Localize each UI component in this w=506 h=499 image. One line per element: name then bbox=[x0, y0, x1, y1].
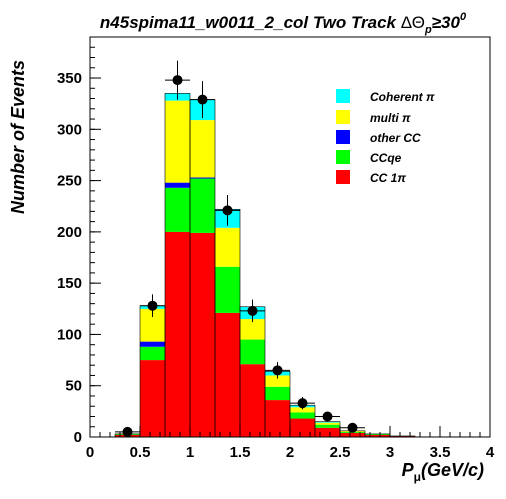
bar-segment bbox=[265, 400, 290, 437]
legend-label: multi π bbox=[370, 111, 411, 125]
marker bbox=[122, 426, 133, 437]
legend-label: other CC bbox=[370, 131, 421, 145]
bar-segment bbox=[290, 412, 315, 419]
bar-segment bbox=[165, 182, 190, 188]
legend-label: CC 1π bbox=[370, 171, 406, 185]
bar-segment bbox=[240, 364, 265, 437]
x-axis-label: Pμ(GeV/c) bbox=[402, 460, 484, 484]
marker bbox=[147, 300, 158, 311]
bar-segment bbox=[215, 227, 240, 267]
bar-segment bbox=[365, 433, 390, 435]
y-tick-label: 50 bbox=[65, 378, 82, 395]
marker bbox=[297, 398, 308, 409]
bar-segment bbox=[190, 120, 215, 178]
data-point bbox=[215, 194, 240, 226]
bar-segment bbox=[290, 418, 315, 437]
bar-segment bbox=[265, 386, 290, 401]
bar-segment bbox=[215, 312, 240, 437]
data-point bbox=[290, 397, 315, 410]
y-tick-label: 350 bbox=[57, 70, 82, 87]
y-axis-ticks: 0 50 100 150 200 250 300 350 bbox=[57, 36, 101, 446]
bar-segment bbox=[165, 100, 190, 183]
bar-segment bbox=[140, 341, 165, 347]
chart-title: n45spima11_w0011_2_col Two Track ΔΘp≥300 bbox=[100, 11, 467, 36]
x-tick-label: 3.5 bbox=[430, 444, 451, 461]
x-tick-label: 3 bbox=[386, 444, 394, 461]
legend-swatch bbox=[336, 110, 350, 124]
legend-entry-coherent-pi: Coherent π bbox=[336, 89, 435, 104]
bar-segment bbox=[240, 339, 265, 365]
bar-segment bbox=[390, 435, 415, 437]
legend-swatch bbox=[336, 170, 350, 184]
marker bbox=[222, 205, 233, 216]
bar-segment bbox=[140, 346, 165, 361]
x-tick-label: 1 bbox=[186, 444, 194, 461]
data-point bbox=[340, 422, 365, 433]
legend-swatch bbox=[336, 130, 350, 144]
legend: Coherent π multi π other CC CCqe CC 1π bbox=[336, 89, 435, 185]
x-tick-label: 2.5 bbox=[330, 444, 351, 461]
bar-segment bbox=[240, 319, 265, 340]
x-tick-label: 0 bbox=[86, 444, 94, 461]
bar-segment bbox=[190, 232, 215, 437]
marker bbox=[247, 305, 258, 316]
y-tick-label: 200 bbox=[57, 224, 82, 241]
bar-segment bbox=[215, 266, 240, 313]
x-tick-label: 4 bbox=[486, 444, 495, 461]
bar-segment bbox=[365, 434, 390, 437]
legend-swatch bbox=[336, 150, 350, 164]
marker bbox=[197, 94, 208, 105]
data-point bbox=[240, 299, 265, 323]
bar-segment bbox=[165, 187, 190, 232]
data-point bbox=[190, 81, 215, 119]
bar-segment bbox=[290, 407, 315, 413]
x-tick-label: 0.5 bbox=[130, 444, 151, 461]
legend-entry-cc-1pi: CC 1π bbox=[336, 170, 406, 185]
data-point bbox=[315, 411, 340, 422]
legend-label: Coherent π bbox=[370, 90, 435, 104]
y-tick-label: 250 bbox=[57, 173, 82, 190]
bar-segment bbox=[140, 360, 165, 437]
marker bbox=[322, 411, 333, 422]
y-tick-label: 0 bbox=[74, 429, 82, 446]
legend-entry-multi-pi: multi π bbox=[336, 110, 411, 125]
x-tick-label: 1.5 bbox=[230, 444, 251, 461]
data-point bbox=[140, 294, 165, 317]
legend-swatch bbox=[336, 89, 350, 103]
bar-segment bbox=[315, 421, 340, 423]
x-tick-label: 2 bbox=[286, 444, 294, 461]
data-point bbox=[265, 362, 290, 379]
bar-segment bbox=[190, 177, 215, 179]
marker bbox=[272, 365, 283, 376]
data-points bbox=[115, 60, 365, 437]
bar-segment bbox=[265, 375, 290, 387]
bar-segment bbox=[190, 178, 215, 233]
y-tick-label: 150 bbox=[57, 275, 82, 292]
y-tick-label: 300 bbox=[57, 121, 82, 138]
y-axis-label: Number of Events bbox=[8, 60, 28, 214]
data-point bbox=[165, 60, 190, 100]
legend-entry-ccqe: CCqe bbox=[336, 150, 402, 165]
legend-label: CCqe bbox=[370, 151, 402, 165]
bar-segment bbox=[165, 231, 190, 437]
x-axis-ticks: 0 0.5 1 1.5 2 2.5 3 3.5 4 bbox=[86, 426, 495, 461]
bar-segment bbox=[315, 422, 340, 425]
legend-entry-other-cc: other CC bbox=[336, 130, 421, 145]
marker bbox=[347, 422, 358, 433]
y-tick-label: 100 bbox=[57, 326, 82, 343]
bar-segment bbox=[315, 424, 340, 428]
marker bbox=[172, 75, 183, 86]
bar-segment bbox=[340, 432, 365, 437]
bar-segment bbox=[315, 427, 340, 437]
